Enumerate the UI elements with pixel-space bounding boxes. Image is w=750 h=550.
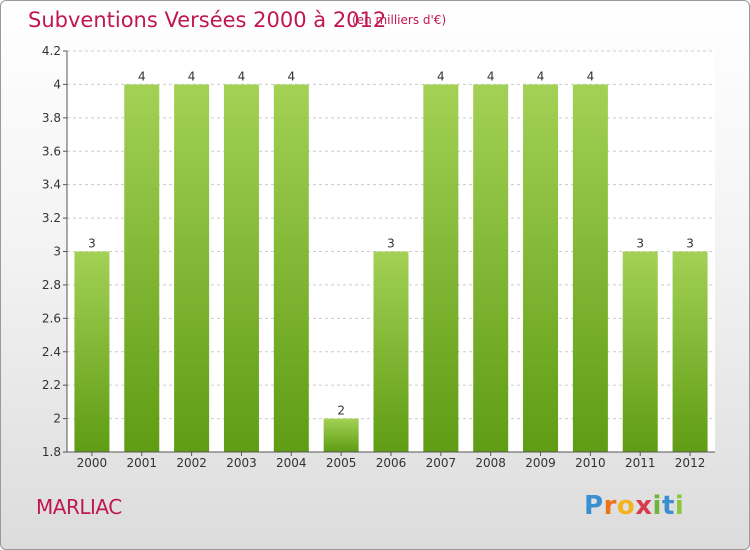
logo-letter: x <box>635 491 653 521</box>
data-label: 4 <box>138 69 146 83</box>
data-label: 4 <box>437 69 445 83</box>
x-tick-label: 2011 <box>625 456 656 470</box>
logo-letter: r <box>603 491 617 521</box>
y-tick-label: 1.8 <box>42 445 61 459</box>
x-tick-label: 2004 <box>276 456 307 470</box>
data-label: 4 <box>188 69 196 83</box>
y-tick-label: 2.8 <box>42 278 61 292</box>
y-tick-label: 2.6 <box>42 311 61 325</box>
y-tick-label: 3.6 <box>42 144 61 158</box>
logo-letter: P <box>584 491 604 521</box>
data-label: 4 <box>487 69 495 83</box>
proxiti-logo[interactable]: Proxiti <box>584 491 684 521</box>
logo-letter: i <box>674 491 685 521</box>
y-tick-label: 3.4 <box>42 178 61 192</box>
y-tick-label: 3.8 <box>42 111 61 125</box>
data-label: 4 <box>537 69 545 83</box>
x-tick-label: 2008 <box>475 456 506 470</box>
data-label: 2 <box>337 404 345 418</box>
y-tick-label: 4.2 <box>42 44 61 58</box>
y-tick-label: 2 <box>53 412 61 426</box>
data-label: 3 <box>686 237 694 251</box>
y-tick-label: 2.2 <box>42 378 61 392</box>
commune-name: MARLIAC <box>36 495 122 519</box>
x-tick-label: 2000 <box>77 456 108 470</box>
bar <box>523 84 559 453</box>
x-tick-label: 2001 <box>126 456 157 470</box>
unit-note: (en milliers d'€) <box>352 13 447 27</box>
bar <box>273 84 309 453</box>
data-label: 3 <box>387 237 395 251</box>
data-label: 4 <box>287 69 295 83</box>
bar <box>672 251 708 452</box>
data-label: 4 <box>238 69 246 83</box>
logo-letter: t <box>661 491 675 521</box>
y-tick-label: 3 <box>53 245 61 259</box>
bar <box>223 84 259 453</box>
x-tick-label: 2009 <box>525 456 556 470</box>
bar <box>74 251 110 452</box>
x-tick-label: 2002 <box>176 456 207 470</box>
logo-letter: o <box>616 491 636 521</box>
x-tick-label: 2005 <box>326 456 357 470</box>
bar <box>323 418 359 452</box>
data-label: 3 <box>636 237 644 251</box>
bar <box>373 251 409 452</box>
bar <box>423 84 459 453</box>
y-tick-label: 3.2 <box>42 211 61 225</box>
x-tick-label: 2010 <box>575 456 606 470</box>
bar <box>572 84 608 453</box>
data-label: 3 <box>88 237 96 251</box>
y-tick-label: 2.4 <box>42 345 61 359</box>
x-tick-label: 2012 <box>675 456 706 470</box>
chart-title: Subventions Versées 2000 à 2012 <box>28 8 387 32</box>
y-tick-label: 4 <box>53 77 61 91</box>
bar <box>622 251 658 452</box>
x-tick-label: 2006 <box>376 456 407 470</box>
bar <box>124 84 160 453</box>
x-tick-label: 2007 <box>426 456 457 470</box>
x-tick-label: 2003 <box>226 456 257 470</box>
logo-letter: i <box>652 491 662 521</box>
bar <box>473 84 509 453</box>
bar <box>174 84 210 453</box>
data-label: 4 <box>587 69 595 83</box>
